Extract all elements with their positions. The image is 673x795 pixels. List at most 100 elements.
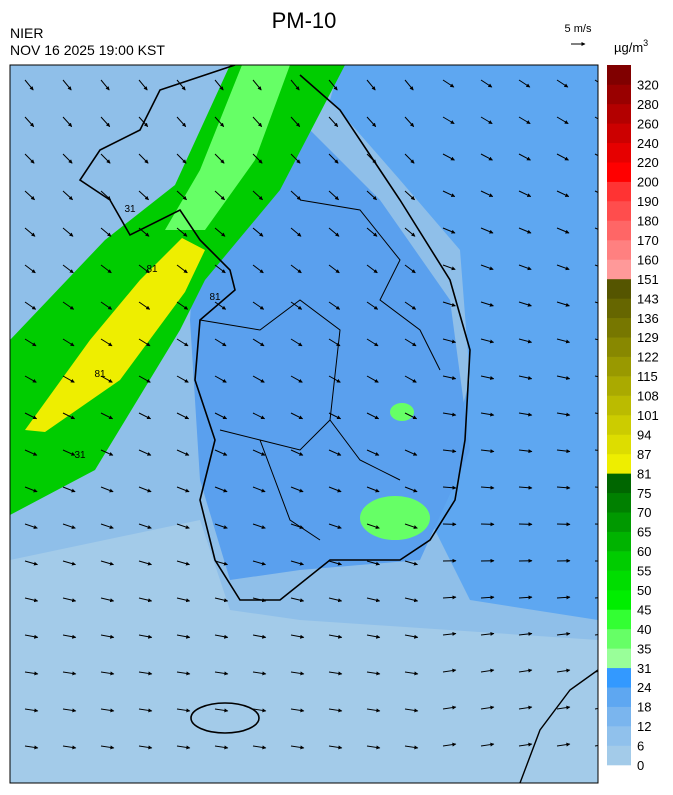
wind-arrow bbox=[480, 153, 493, 161]
wind-arrow bbox=[100, 227, 112, 237]
wind-arrow bbox=[518, 705, 533, 710]
colorbar-label: 200 bbox=[637, 175, 659, 190]
colorbar-label: 320 bbox=[637, 77, 659, 92]
wind-arrow bbox=[328, 264, 340, 274]
wind-arrow bbox=[214, 486, 228, 493]
wind-arrow bbox=[518, 485, 533, 490]
colorbar-label: 45 bbox=[637, 602, 651, 617]
colorbar-segment bbox=[607, 356, 631, 377]
colorbar-label: 170 bbox=[637, 233, 659, 248]
wind-arrow bbox=[518, 595, 533, 600]
wind-arrow bbox=[100, 634, 115, 639]
wind-arrow bbox=[252, 597, 267, 603]
wind-arrow bbox=[480, 190, 494, 198]
wind-arrow bbox=[290, 190, 301, 201]
colorbar-label: 18 bbox=[637, 700, 651, 715]
title: PM-10 bbox=[272, 8, 337, 33]
colorbar-segment bbox=[607, 570, 631, 591]
wind-arrow bbox=[252, 227, 264, 237]
wind-arrow bbox=[252, 486, 266, 493]
wind-arrow bbox=[24, 375, 37, 383]
colorbar-segment bbox=[607, 609, 631, 630]
wind-arrow bbox=[176, 634, 191, 639]
colorbar-label: 151 bbox=[637, 272, 659, 287]
wind-arrow bbox=[100, 708, 115, 713]
wind-arrow bbox=[138, 301, 151, 310]
wind-arrow bbox=[442, 264, 456, 271]
wind-arrow bbox=[24, 412, 38, 420]
wind-arrow bbox=[290, 227, 302, 237]
wind-arrow bbox=[252, 116, 263, 128]
wind-arrow bbox=[252, 523, 266, 529]
wind-arrow bbox=[100, 116, 111, 128]
wind-arrow bbox=[100, 153, 111, 164]
colorbar-segment bbox=[607, 687, 631, 707]
wind-arrow bbox=[404, 523, 418, 529]
wind-arrow bbox=[290, 153, 301, 164]
wind-arrow bbox=[556, 375, 571, 380]
wind-arrow bbox=[252, 264, 264, 274]
wind-arrow bbox=[176, 560, 190, 566]
colorbar-segment bbox=[607, 103, 631, 124]
colorbar-label: 70 bbox=[637, 505, 651, 520]
colorbar-segment bbox=[607, 590, 631, 610]
wind-arrow bbox=[404, 116, 415, 128]
wind-arrow bbox=[404, 227, 416, 237]
wind-arrow bbox=[328, 597, 343, 603]
wind-arrow bbox=[442, 301, 456, 307]
wind-arrow bbox=[594, 264, 598, 267]
wind-arrow bbox=[404, 301, 417, 310]
wind-arrow bbox=[214, 227, 226, 237]
wind-arrow bbox=[328, 116, 339, 128]
wind-arrow bbox=[290, 116, 301, 128]
wind-arrow bbox=[366, 745, 381, 750]
colorbar-segment bbox=[607, 628, 631, 649]
colorbar-segment bbox=[607, 415, 631, 435]
wind-arrow bbox=[290, 634, 305, 639]
wind-arrow bbox=[518, 190, 532, 198]
wind-arrow bbox=[442, 742, 457, 747]
colorbar-segment bbox=[607, 706, 631, 727]
wind-arrow bbox=[442, 668, 457, 673]
wind-arrow bbox=[176, 375, 189, 383]
wind-arrow bbox=[556, 227, 570, 234]
wind-arrow bbox=[442, 153, 455, 161]
colorbar-label: 35 bbox=[637, 641, 651, 656]
wind-arrow bbox=[214, 597, 229, 603]
contour-label: 81 bbox=[94, 369, 106, 380]
wind-arrow bbox=[100, 486, 114, 493]
colorbar-segment bbox=[607, 473, 631, 494]
wind-arrow bbox=[290, 486, 304, 493]
wind-arrow bbox=[62, 264, 74, 274]
colorbar-label: 24 bbox=[637, 680, 651, 695]
wind-arrow bbox=[290, 264, 302, 274]
colorbar-segment bbox=[607, 512, 631, 532]
wind-arrow bbox=[442, 449, 457, 454]
wind-arrow bbox=[404, 153, 415, 164]
contour-label: 81 bbox=[209, 292, 221, 303]
wind-arrow bbox=[594, 449, 598, 451]
wind-arrow bbox=[24, 597, 39, 603]
wind-arrow bbox=[328, 338, 341, 347]
wind-arrow bbox=[252, 79, 262, 91]
colorbar-segment bbox=[607, 84, 631, 105]
wind-arrow bbox=[290, 560, 304, 566]
wind-arrow bbox=[62, 190, 73, 201]
wind-arrow bbox=[328, 375, 341, 383]
wind-arrow bbox=[328, 560, 342, 566]
wind-arrow bbox=[594, 708, 598, 710]
wind-arrow bbox=[62, 708, 77, 713]
colorbar-segment bbox=[607, 240, 631, 260]
wind-arrow bbox=[138, 449, 152, 456]
wind-arrow bbox=[442, 375, 457, 380]
wind-arrow bbox=[24, 264, 36, 274]
wind-arrow bbox=[138, 745, 153, 750]
contour-label: 31 bbox=[124, 204, 136, 215]
wind-arrow bbox=[62, 412, 76, 420]
wind-arrow bbox=[62, 745, 77, 750]
wind-arrow bbox=[480, 595, 495, 600]
wind-arrow bbox=[290, 375, 303, 383]
wind-arrow bbox=[252, 301, 265, 310]
colorbar-label: 160 bbox=[637, 252, 659, 267]
wind-arrow bbox=[404, 560, 418, 566]
